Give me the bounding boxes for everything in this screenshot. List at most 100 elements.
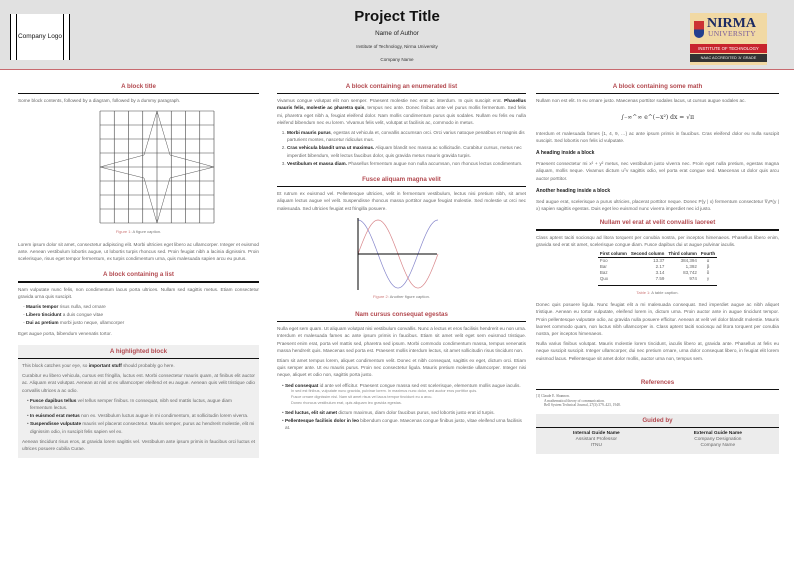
block-title: A block containing a list [103, 271, 174, 279]
table-row: Qux 7.59 974 γ [597, 276, 718, 286]
guided-by-block: Guided by Internal Guide Name Assistant P… [536, 413, 779, 454]
star-grid-diagram [99, 110, 215, 225]
nested-item: In sed est finibus, vulputate nunc gravi… [291, 388, 478, 393]
figure-caption: Figure 1: A figure caption. [18, 228, 259, 235]
block-title: A block containing an enumerated list [345, 83, 458, 90]
figure-caption-text: Another figure caption. [389, 293, 430, 299]
table-caption-text: A table caption. [651, 290, 679, 296]
inner-heading: Another heading inside a block [536, 187, 611, 194]
block-title: A block containing some math [612, 83, 703, 90]
list-item: Suspendisse vulputate mauris vel placera… [30, 420, 255, 434]
shield-icon [694, 21, 704, 38]
company-logo-text: Company Logo [17, 33, 63, 40]
table-row: Bar 2.17 1,392 β [599, 264, 710, 270]
block-paragraph: Class aptent taciti sociosqu ad litora t… [536, 234, 779, 247]
list-item: Mauris tempor risus nulla, sed ornare [26, 303, 259, 310]
column-right: A block containing some math Nullam non … [536, 80, 779, 454]
divider [536, 426, 779, 428]
author-name: Name of Author [375, 30, 419, 37]
bullet-list: Fusce dapibus tellus vel tellus semper f… [22, 397, 255, 435]
bullet-list: Sed consequat id ante vel efficitur. Pra… [277, 382, 526, 432]
block-paragraph: Nulla eget sem quam. Ut aliquam volutpat… [277, 326, 526, 353]
block-paragraph: Sed augue erat, scelerisque a purus ultr… [536, 199, 779, 212]
divider [18, 93, 259, 95]
divider [18, 357, 259, 359]
figure-label: Figure 2: [373, 293, 389, 299]
block-intro: Nam vulputate nunc felis, non condimentu… [18, 286, 259, 299]
list-item: Sed luctus, elit sit amet dictum maximus… [285, 409, 526, 416]
figure-label: Figure 1: [115, 228, 132, 234]
cosine-curve [357, 219, 439, 289]
external-guide: External Guide Name Company Designation Co… [693, 430, 742, 449]
list-item: Sed consequat id ante vel efficitur. Pra… [285, 382, 526, 406]
block-paragraph: Donec quis posuere ligula. Nunc feugiat … [536, 302, 779, 337]
block-title: Nullam vel erat at velit convallis laore… [599, 219, 716, 227]
enumerated-list: Morbi mauris purus, egestas at vehicula … [277, 129, 526, 167]
divider [536, 229, 779, 231]
column-left: A block title Some block contents, follo… [18, 80, 259, 459]
block-title: Fusce aliquam magna velit [362, 176, 441, 184]
block-paragraph: Vivamus congue volutpat elit non semper.… [277, 98, 526, 125]
block-paragraph: Etiam sit amet tempus lorem, aliquet con… [277, 358, 526, 378]
bullet-list: Mauris tempor risus nulla, sed ornare Li… [18, 303, 259, 327]
figure-caption: Figure 2: Another figure caption. [277, 293, 526, 300]
list-item: Cras vehicula blandit urna ut maximus. A… [287, 144, 526, 158]
nested-item: Fusce ornare dignissim nisl. Nam sit ame… [291, 394, 433, 399]
figure-caption-text: A figure caption. [132, 228, 162, 234]
block-paragraph: Curabitur eu libero vehicula, cursus est… [22, 373, 255, 393]
block-outro: Eget augue porta, bibendum venenatis tor… [18, 330, 112, 336]
internal-guide: Internal Guide Name Assistant Professor IT… [573, 430, 620, 449]
block-paragraph: Nulla varius finibus volutpat. Mauris mo… [536, 341, 779, 361]
block-intro: Some block contents, followed by a diagr… [18, 98, 181, 104]
nested-list: In sed est finibus, vulputate nunc gravi… [285, 389, 526, 406]
nested-item: Donec rhoncus vestibulum erat, quis aliq… [291, 400, 402, 405]
block-title-block: A block title Some block contents, follo… [18, 80, 259, 262]
block-title: A highlighted block [109, 347, 168, 355]
equation: ∫₋∞^∞ e^(−x²) dx = √π [620, 114, 695, 122]
table-header-row: First column Second column Third column Fou… [597, 251, 718, 258]
list-item: In euismod erat metus non ex. Vestibulum… [30, 412, 255, 419]
block-title: A block title [121, 83, 156, 90]
block-paragraph: Nullam non est elit. In eu ornare justo.… [536, 98, 746, 104]
list-item: Libero tincidunt a duis congue vitae [26, 311, 259, 318]
column-middle: A block containing an enumerated list Vi… [277, 80, 526, 434]
poster-header: Company Logo Project Title Name of Autho… [0, 0, 794, 70]
company-name: Company Name [380, 57, 414, 62]
divider [536, 388, 779, 391]
block-title: References [640, 378, 675, 386]
logo-name: NIRMA [707, 16, 756, 31]
list-item: Vestibulum et massa diam. Phasellus ferm… [287, 160, 526, 167]
poster-title: Project Title [354, 8, 440, 25]
block-intro: This block catches your eye, so importan… [22, 363, 175, 368]
table-label: Table 1: [636, 290, 651, 296]
divider [277, 321, 526, 323]
block-title: Guided by [642, 416, 673, 424]
sine-cosine-plot [357, 217, 439, 290]
highlighted-block: A highlighted block This block catches y… [18, 344, 259, 459]
list-item: Morbi mauris purus, egestas at vehicula … [287, 129, 526, 143]
nirma-university-logo: NIRMA UNIVERSITY INSTITUTE OF TECHNOLOGY… [690, 13, 767, 65]
block-paragraph: Praesent consectetur mi x² + y² metus, n… [536, 161, 779, 181]
company-logo: Company Logo [10, 14, 70, 60]
inner-heading: A heading inside a block [536, 150, 595, 156]
table-row: Baz 3.14 83,742 δ [599, 270, 710, 276]
divider [277, 93, 526, 95]
list-item: Dui ac pretium morbi justo neque, ullamc… [26, 319, 259, 326]
data-table: First column Second column Third column Fou… [597, 251, 718, 286]
divider [277, 186, 526, 188]
institute-name: Institute of Technology, Nirma Universit… [356, 44, 438, 49]
block-outro: Aenean tincidunt risus eros, at gravida … [22, 438, 255, 452]
star-shape [99, 110, 215, 225]
list-item: Fusce dapibus tellus vel tellus semper f… [30, 397, 255, 411]
table-caption: Table 1: A table caption. [536, 289, 779, 296]
divider [536, 93, 779, 95]
divider [18, 281, 259, 283]
dummy-paragraph: Lorem ipsum dolor sit amet, consectetur … [18, 241, 259, 262]
list-item: Pellentesque facilisis dolor in leo bibe… [285, 417, 526, 431]
logo-sub: UNIVERSITY [708, 29, 756, 38]
reference-item: [1] Claude E. Shannon. A mathematical th… [536, 394, 621, 408]
list-block: A block containing a list Nam vulputate … [18, 268, 259, 336]
table-row: Foo 13.37 384,394 α [599, 258, 710, 264]
block-paragraph: Interdum et malesuada fames {1, 4, 9, …}… [536, 130, 779, 143]
block-paragraph: Et rutrum ex euismod vel. Pellentesque u… [277, 191, 526, 211]
